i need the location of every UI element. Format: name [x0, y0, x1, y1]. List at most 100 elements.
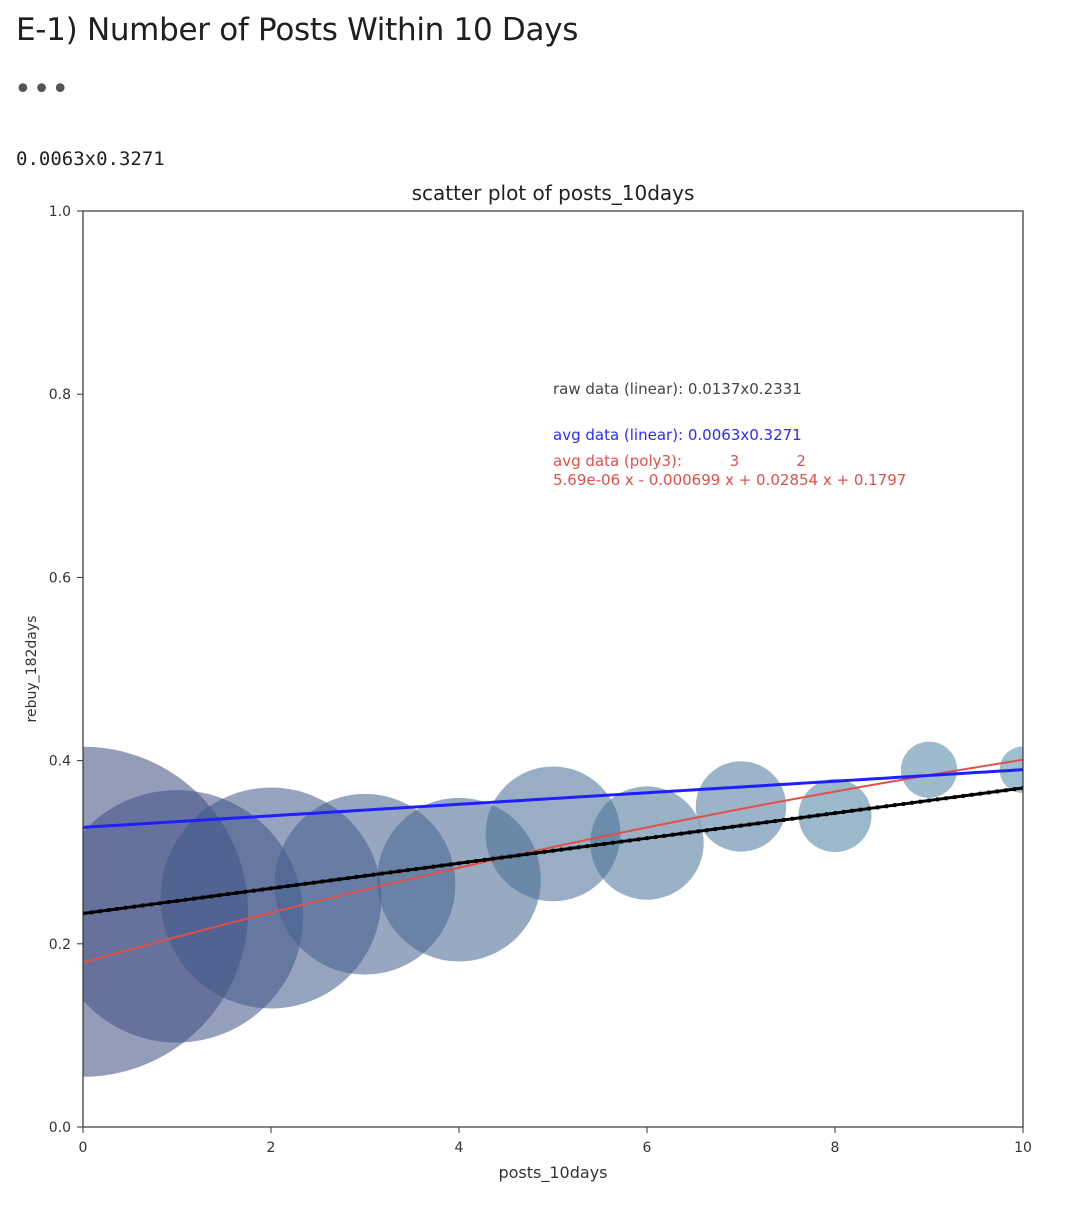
raw-line-marker — [679, 831, 683, 836]
raw-line-marker — [850, 808, 854, 813]
raw-line-marker — [303, 881, 307, 886]
y-tick-label: 0.6 — [49, 570, 71, 586]
raw-line-marker — [859, 807, 863, 812]
raw-line-marker — [457, 861, 461, 866]
raw-line-marker — [278, 885, 282, 890]
raw-line-marker — [389, 870, 393, 875]
y-tick-label: 0.4 — [49, 754, 71, 770]
raw-line-marker — [918, 799, 922, 804]
raw-line-marker — [970, 792, 974, 797]
raw-line-marker — [132, 904, 136, 909]
raw-line-marker — [756, 821, 760, 826]
raw-line-marker — [380, 871, 384, 876]
raw-line-marker — [1004, 788, 1008, 793]
raw-line-marker — [619, 839, 623, 844]
raw-line-marker — [260, 887, 264, 892]
raw-line-marker — [816, 813, 820, 818]
raw-line-marker — [98, 909, 102, 914]
raw-line-marker — [842, 809, 846, 814]
raw-line-marker — [166, 900, 170, 905]
fit-annotation-text: avg data (poly3): 3 2 — [553, 452, 806, 470]
raw-line-marker — [90, 910, 94, 915]
raw-line-marker — [346, 876, 350, 881]
y-tick-label: 1.0 — [49, 204, 71, 220]
raw-line-marker — [184, 897, 188, 902]
raw-line-marker — [671, 832, 675, 837]
y-axis: 0.0 0.2 0.4 0.6 0.8 1.0 — [49, 204, 83, 1136]
raw-line-marker — [286, 884, 290, 889]
x-tick-label: 4 — [455, 1140, 464, 1156]
raw-line-marker — [158, 901, 162, 906]
fit-annotation-text: avg data (linear): 0.0063x0.3271 — [553, 426, 802, 444]
fit-line-poly3-2 — [83, 758, 1023, 964]
raw-line-marker — [149, 902, 153, 907]
raw-line-marker — [491, 856, 495, 861]
raw-line-marker — [525, 852, 529, 857]
raw-line-marker — [534, 851, 538, 856]
raw-line-marker — [782, 817, 786, 822]
fit-annotation-text: raw data (linear): 0.0137x0.2331 — [553, 380, 802, 398]
y-axis-label: rebuy_182days — [24, 616, 40, 723]
raw-line-marker — [226, 892, 230, 897]
raw-line-marker — [893, 803, 897, 808]
raw-line-marker — [636, 837, 640, 842]
scatter-bubble — [695, 761, 787, 852]
raw-line-marker — [884, 804, 888, 809]
raw-line-marker — [611, 840, 615, 845]
x-axis-label: posts_10days — [498, 1163, 607, 1183]
raw-line-marker — [628, 838, 632, 843]
raw-line-marker — [995, 789, 999, 794]
collapsed-cell-ellipsis[interactable]: ••• — [14, 72, 71, 107]
x-tick-label: 10 — [1014, 1140, 1032, 1156]
raw-line-marker — [124, 905, 128, 910]
raw-line-marker — [688, 830, 692, 835]
scatter-bubble — [900, 741, 958, 798]
raw-line-marker — [790, 816, 794, 821]
raw-line-marker — [329, 878, 333, 883]
chart-title: scatter plot of posts_10days — [412, 181, 695, 205]
raw-line-marker — [705, 828, 709, 833]
raw-line-marker — [423, 865, 427, 870]
raw-line-marker — [739, 823, 743, 828]
raw-line-marker — [372, 872, 376, 877]
raw-line-marker — [654, 835, 658, 840]
raw-line-marker — [876, 805, 880, 810]
raw-line-marker — [354, 874, 358, 879]
y-tick-label: 0.8 — [49, 387, 71, 403]
raw-line-marker — [936, 797, 940, 802]
section-heading: E-1) Number of Posts Within 10 Days — [16, 12, 579, 48]
y-tick-label: 0.0 — [49, 1120, 71, 1136]
raw-line-marker — [722, 825, 726, 830]
raw-line-marker — [799, 815, 803, 820]
raw-line-marker — [765, 820, 769, 825]
raw-line-marker — [987, 790, 991, 795]
raw-line-marker — [83, 911, 85, 916]
scatter-bubble — [590, 786, 704, 900]
y-tick-label: 0.2 — [49, 937, 71, 953]
raw-line-marker — [927, 798, 931, 803]
fit-annotation-text: 5.69e-06 x - 0.000699 x + 0.02854 x + 0.… — [553, 471, 906, 489]
raw-line-marker — [1021, 785, 1023, 790]
raw-line-marker — [312, 880, 316, 885]
raw-line-marker — [363, 873, 367, 878]
raw-line-marker — [542, 849, 546, 854]
raw-line-marker — [645, 836, 649, 841]
raw-line-marker — [431, 864, 435, 869]
raw-line-marker — [833, 811, 837, 816]
printed-output: 0.0063x0.3271 — [16, 148, 165, 170]
bubble-layer — [83, 741, 1023, 1077]
raw-line-marker — [448, 862, 452, 867]
raw-line-marker — [175, 898, 179, 903]
raw-line-marker — [560, 847, 564, 852]
raw-line-marker — [414, 866, 418, 871]
raw-line-marker — [901, 801, 905, 806]
raw-line-marker — [508, 854, 512, 859]
raw-line-marker — [252, 888, 256, 893]
raw-line-marker — [474, 859, 478, 864]
raw-line-marker — [337, 877, 341, 882]
raw-line-marker — [748, 822, 752, 827]
raw-line-marker — [713, 827, 717, 832]
raw-line-marker — [466, 860, 470, 865]
scatter-bubble — [798, 779, 872, 853]
x-tick-label: 0 — [79, 1140, 88, 1156]
